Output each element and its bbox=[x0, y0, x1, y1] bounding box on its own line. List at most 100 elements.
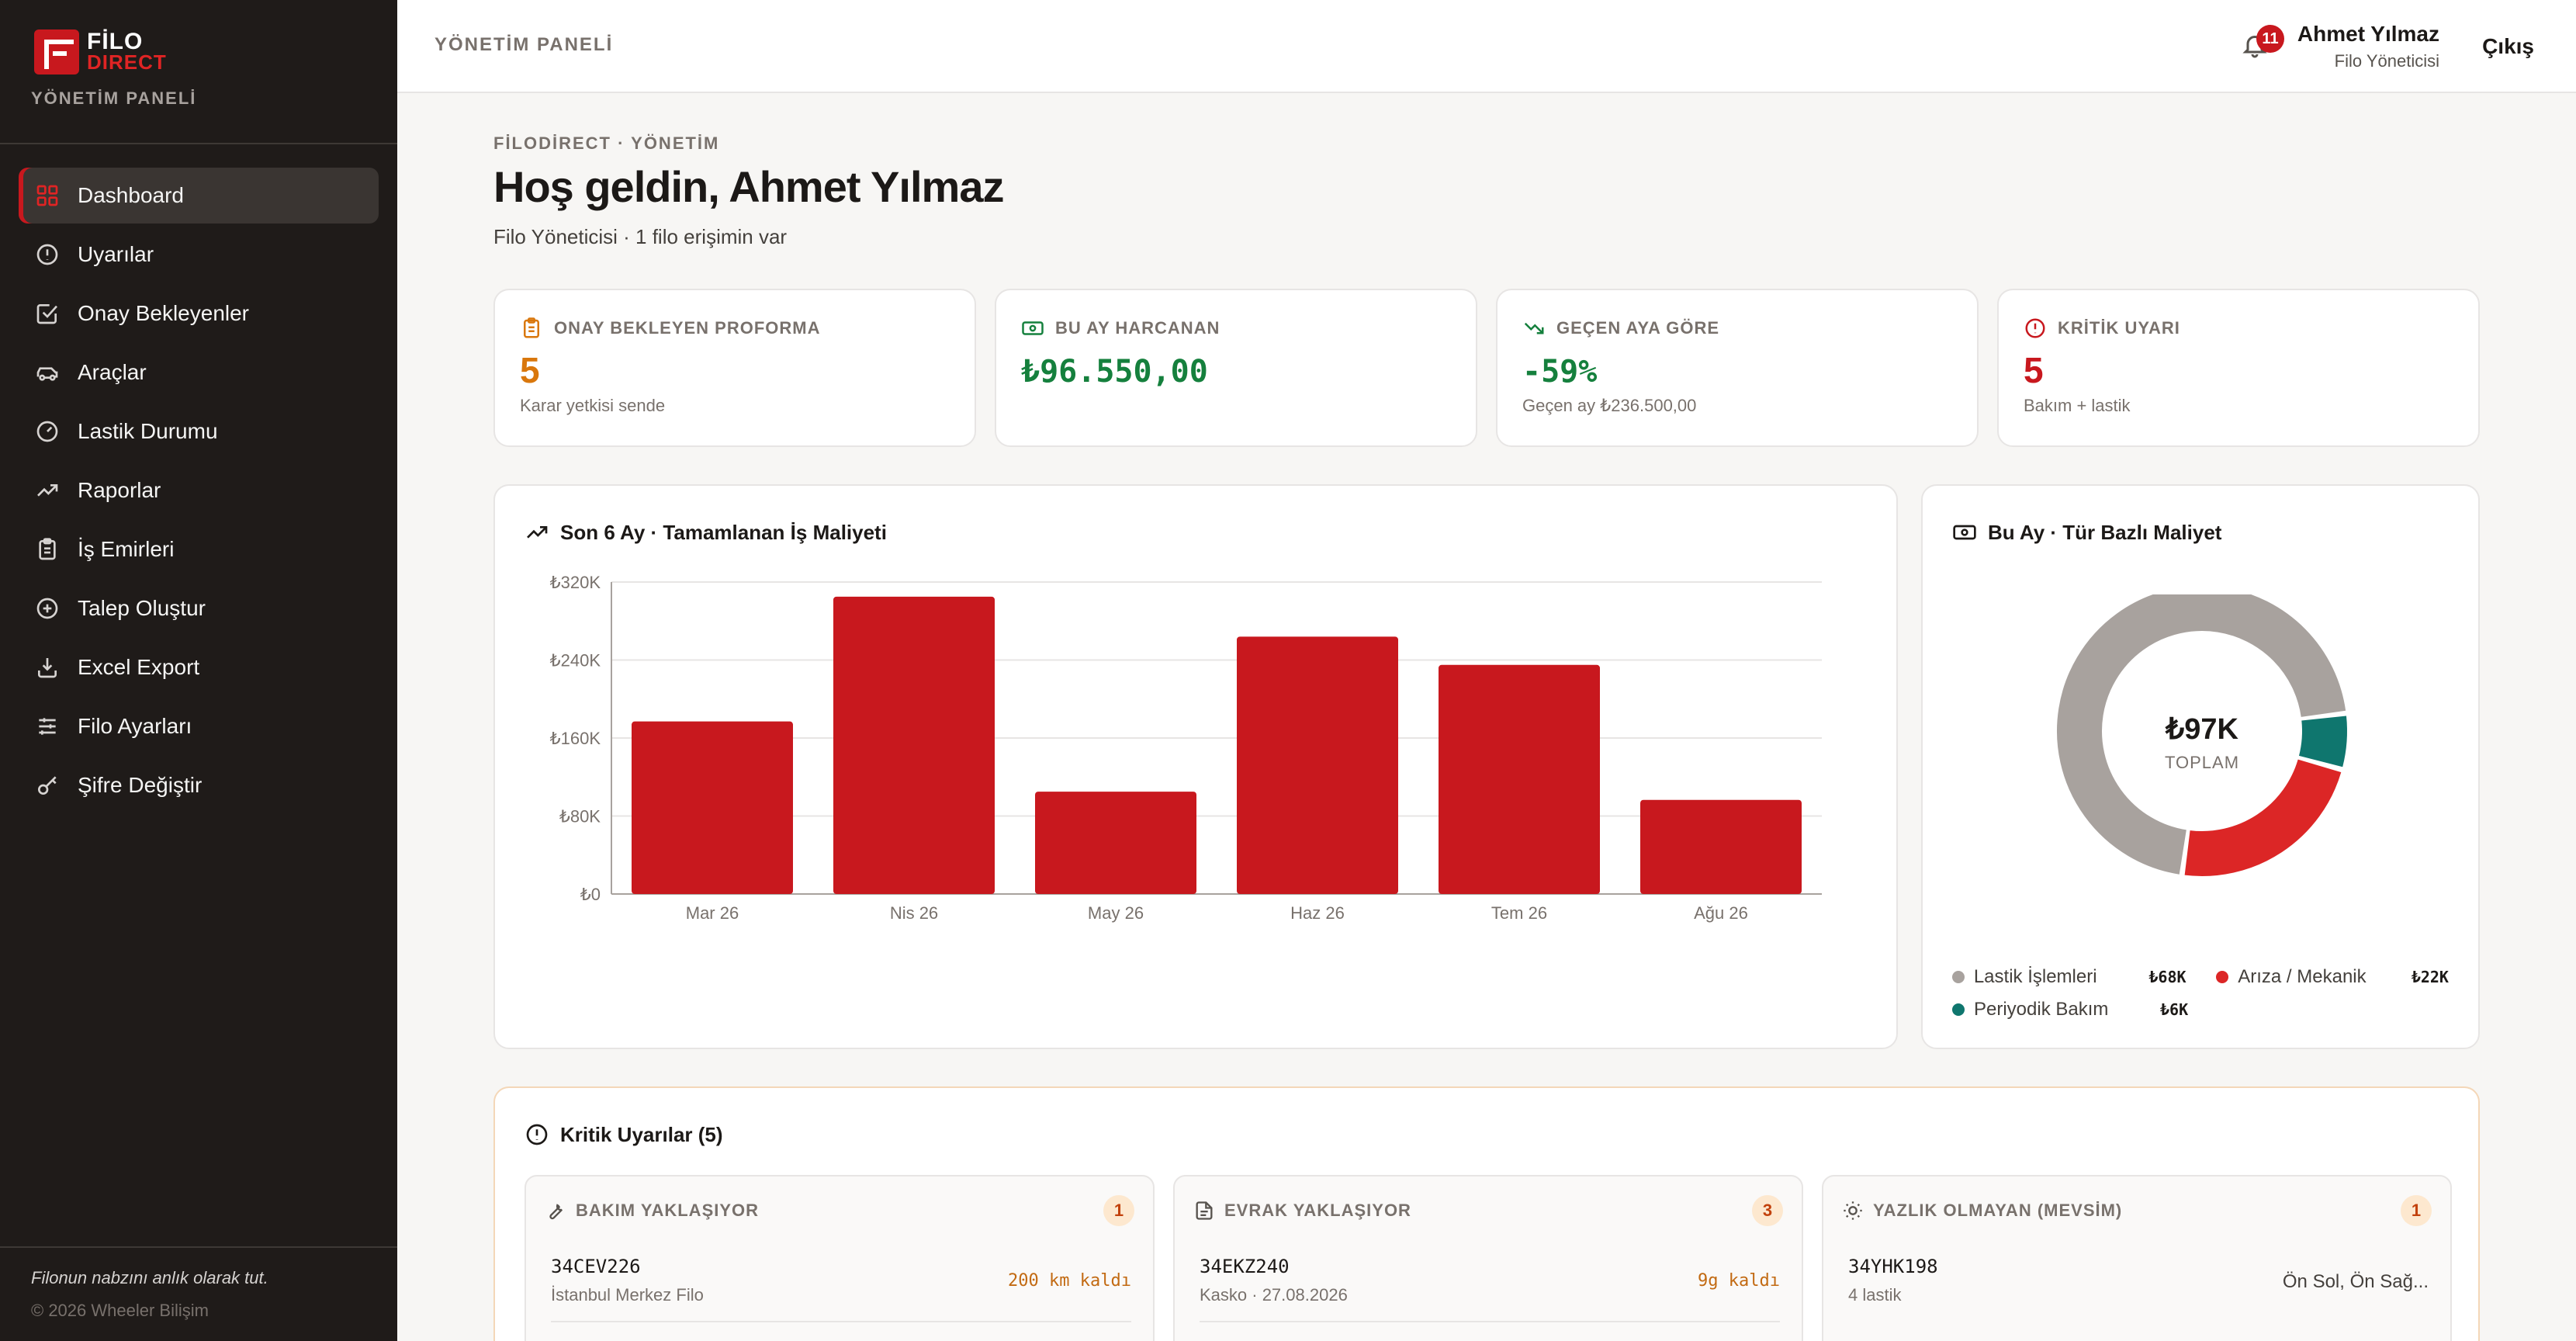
kpi-label: KRİTİK UYARI bbox=[2058, 318, 2180, 338]
page-title: Hoş geldin, Ahmet Yılmaz bbox=[493, 162, 1004, 211]
alert-count-badge: 3 bbox=[1752, 1195, 1783, 1226]
vehicle-plate[interactable]: 34CEV226 bbox=[551, 1256, 641, 1277]
sidebar-item-filo-ayarlari[interactable]: Filo Ayarları bbox=[19, 698, 379, 754]
page-subtitle: Filo Yöneticisi · 1 filo erişimin var bbox=[493, 225, 788, 248]
x-tick-label: Nis 26 bbox=[890, 903, 938, 923]
clipboard-icon bbox=[34, 536, 61, 563]
sun-icon bbox=[1844, 1201, 1862, 1220]
sidebar-item-onay-bekleyenler[interactable]: Onay Bekleyenler bbox=[19, 286, 379, 341]
x-tick-label: Ağu 26 bbox=[1694, 903, 1748, 923]
legend-swatch bbox=[2216, 971, 2229, 983]
key-icon bbox=[34, 772, 61, 799]
alert-column-season: YAZLIK OLMAYAN (MEVSİM) 1 34YHK198 4 las… bbox=[1822, 1175, 2452, 1341]
y-tick-label: ₺0 bbox=[580, 885, 601, 904]
sidebar-item-araclar[interactable]: Araçlar bbox=[19, 345, 379, 400]
bar bbox=[833, 596, 995, 894]
car-icon bbox=[34, 359, 61, 386]
bar bbox=[1035, 792, 1196, 894]
legend-swatch bbox=[1952, 971, 1965, 983]
kpi-value: 5 bbox=[2024, 350, 2044, 390]
vehicle-plate[interactable]: 34YHK198 bbox=[1848, 1256, 1938, 1277]
bar bbox=[1237, 636, 1398, 894]
sidebar-item-label: Excel Export bbox=[78, 655, 200, 679]
sidebar-subtitle: YÖNETİM PANELİ bbox=[31, 88, 197, 108]
bar-chart: ₺0 ₺80K ₺160K ₺240K ₺320K Mar 26 Nis 26 May 26 H… bbox=[550, 573, 1822, 923]
sidebar-item-is-emirleri[interactable]: İş Emirleri bbox=[19, 522, 379, 577]
kpi-value: -59% bbox=[1522, 354, 1598, 390]
bar bbox=[1640, 799, 1802, 894]
vehicle-plate[interactable]: 34EKZ240 bbox=[1200, 1256, 1290, 1277]
alert-description: İstanbul Merkez Filo bbox=[551, 1285, 704, 1305]
alert-heading: YAZLIK OLMAYAN (MEVSİM) bbox=[1873, 1201, 2123, 1220]
sidebar-item-excel-export[interactable]: Excel Export bbox=[19, 639, 379, 695]
topbar-title: YÖNETİM PANELİ bbox=[435, 34, 614, 55]
cost-bar-chart-card: Son 6 Ay · Tamamlanan İş Maliyeti ₺0 ₺80K… bbox=[493, 484, 1898, 1049]
trending-down-icon bbox=[1524, 322, 1544, 334]
kpi-subtext: Bakım + lastik bbox=[2024, 396, 2131, 415]
x-tick-label: Tem 26 bbox=[1491, 903, 1547, 923]
x-tick-label: Haz 26 bbox=[1290, 903, 1345, 923]
kpi-subtext: Geçen ay ₺236.500,00 bbox=[1522, 396, 1697, 415]
kpi-card-critical-alerts[interactable]: KRİTİK UYARI 5 Bakım + lastik bbox=[1997, 289, 2480, 447]
banknote-icon bbox=[1022, 321, 1044, 335]
sidebar-item-dashboard[interactable]: Dashboard bbox=[19, 168, 379, 224]
divider bbox=[0, 143, 397, 144]
alert-column-maintenance: BAKIM YAKLAŞIYOR 1 34CEV226 İstanbul Mer… bbox=[525, 1175, 1155, 1341]
legend-value: ₺68K bbox=[2148, 968, 2186, 986]
sidebar: FİLO DIRECT YÖNETİM PANELİ Dashboard Uya… bbox=[0, 0, 397, 1341]
sidebar-item-sifre-degistir[interactable]: Şifre Değiştir bbox=[19, 757, 379, 813]
sidebar-item-raporlar[interactable]: Raporlar bbox=[19, 463, 379, 518]
alert-heading: BAKIM YAKLAŞIYOR bbox=[576, 1201, 760, 1220]
legend-label: Arıza / Mekanik bbox=[2238, 966, 2367, 987]
sidebar-item-label: Onay Bekleyenler bbox=[78, 301, 250, 325]
brand-name-line1: FİLO bbox=[87, 29, 144, 54]
sidebar-item-label: Talep Oluştur bbox=[78, 596, 206, 620]
alert-remaining: 200 km kaldı bbox=[1008, 1271, 1131, 1291]
alert-circle-icon bbox=[34, 241, 61, 268]
bar bbox=[632, 721, 793, 894]
kpi-card-pending-proforma[interactable]: ONAY BEKLEYEN PROFORMA 5 Karar yetkisi s… bbox=[493, 289, 976, 447]
card-title: Bu Ay · Tür Bazlı Maliyet bbox=[1988, 520, 2222, 544]
sidebar-item-talep-olustur[interactable]: Talep Oluştur bbox=[19, 580, 379, 636]
kpi-card-month-over-month[interactable]: GEÇEN AYA GÖRE -59% Geçen ay ₺236.500,00 bbox=[1496, 289, 1979, 447]
alert-remaining: 9g kaldı bbox=[1698, 1271, 1780, 1291]
critical-alerts-panel: Kritik Uyarılar (5) BAKIM YAKLAŞIYOR 1 3… bbox=[493, 1086, 2480, 1341]
legend-value: ₺22K bbox=[2411, 968, 2449, 986]
alert-description: 4 lastik bbox=[1848, 1285, 1902, 1305]
trending-up-icon bbox=[527, 526, 548, 539]
sidebar-item-uyarilar[interactable]: Uyarılar bbox=[19, 227, 379, 282]
sidebar-item-lastik-durumu[interactable]: Lastik Durumu bbox=[19, 404, 379, 459]
bar bbox=[1439, 664, 1600, 894]
alert-column-documents: EVRAK YAKLAŞIYOR 3 34EKZ240 Kasko · 27.0… bbox=[1173, 1175, 1803, 1341]
y-tick-label: ₺320K bbox=[550, 573, 601, 592]
legend-label: Periyodik Bakım bbox=[1974, 999, 2109, 1020]
y-tick-label: ₺240K bbox=[550, 651, 601, 670]
kpi-value: 5 bbox=[520, 350, 540, 390]
kpi-label: ONAY BEKLEYEN PROFORMA bbox=[554, 318, 821, 338]
alert-circle-icon bbox=[2025, 318, 2045, 338]
kpi-subtext: Karar yetkisi sende bbox=[520, 396, 666, 415]
sidebar-item-label: Şifre Değiştir bbox=[78, 773, 203, 797]
kpi-value: ₺96.550,00 bbox=[1021, 354, 1208, 390]
grid-icon bbox=[34, 182, 61, 209]
breadcrumb: FİLODİRECT · YÖNETİM bbox=[493, 133, 720, 153]
legend-value: ₺6K bbox=[2160, 1000, 2189, 1019]
legend-label: Lastik İşlemleri bbox=[1973, 966, 2097, 987]
sidebar-item-label: Lastik Durumu bbox=[78, 419, 218, 443]
gauge-icon bbox=[34, 418, 61, 445]
y-tick-label: ₺80K bbox=[559, 807, 601, 826]
user-name[interactable]: Ahmet Yılmaz bbox=[2297, 22, 2439, 46]
donut-total-value: ₺97K bbox=[2165, 713, 2238, 746]
brand-name-line2: DIRECT bbox=[87, 50, 167, 74]
y-tick-label: ₺160K bbox=[550, 729, 601, 748]
brand-logo[interactable]: FİLO DIRECT bbox=[34, 29, 167, 74]
plus-circle-icon bbox=[34, 595, 61, 622]
logout-button[interactable]: Çıkış bbox=[2482, 34, 2534, 58]
trending-up-icon bbox=[34, 477, 61, 504]
wrench-icon bbox=[549, 1204, 563, 1220]
notification-count-badge: 11 bbox=[2256, 25, 2284, 53]
kpi-card-monthly-spend[interactable]: BU AY HARCANAN ₺96.550,00 bbox=[995, 289, 1477, 447]
notifications-button[interactable]: 11 bbox=[2241, 25, 2284, 62]
donut-legend: Lastik İşlemleri ₺68K Arıza / Mekanik ₺2… bbox=[1952, 961, 2449, 1026]
sidebar-item-label: Uyarılar bbox=[78, 242, 154, 266]
